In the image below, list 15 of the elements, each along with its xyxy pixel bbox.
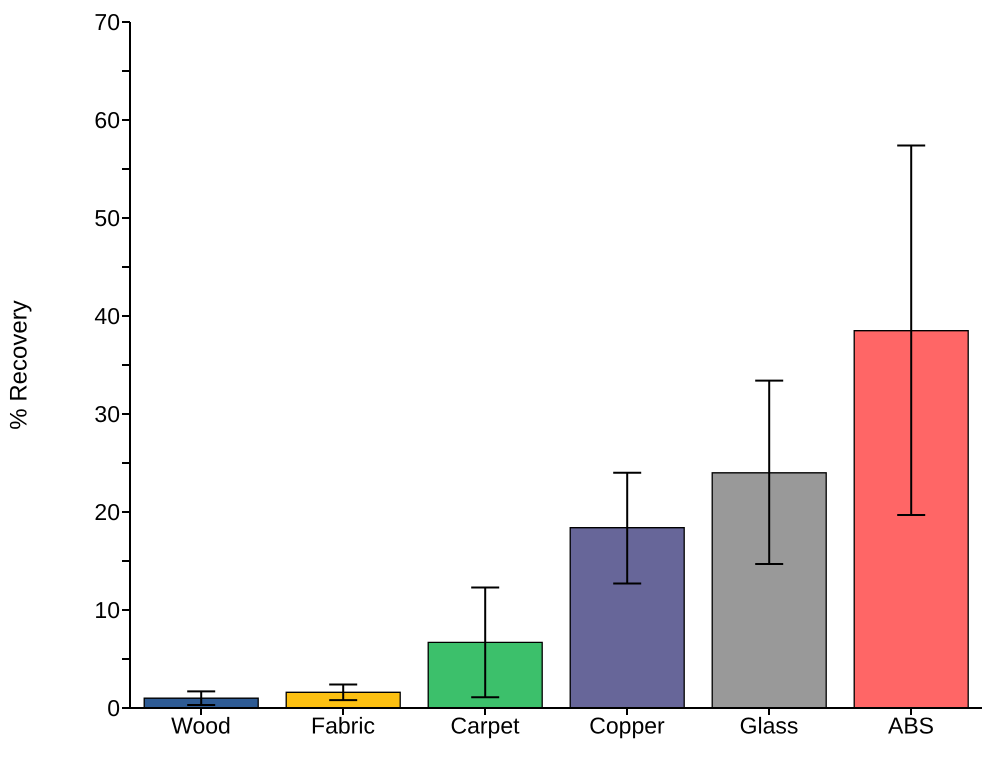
x-tick-label: Copper (589, 712, 666, 738)
y-tick-label: 50 (94, 205, 120, 232)
y-tick-label: 30 (94, 401, 120, 428)
y-tick-label: 60 (94, 107, 120, 134)
x-tick-label: ABS (888, 712, 934, 738)
y-tick-label: 40 (94, 303, 120, 330)
x-tick-label: Wood (171, 712, 231, 738)
x-tick-label: Glass (740, 712, 798, 738)
y-tick-label: 70 (94, 9, 120, 36)
y-axis-title: % Recovery (6, 300, 33, 430)
x-tick-label: Carpet (450, 712, 520, 738)
y-tick-label: 20 (94, 499, 120, 526)
y-tick-label: 0 (107, 695, 120, 722)
y-tick-label: 10 (94, 597, 120, 624)
x-tick-label: Fabric (311, 712, 375, 738)
